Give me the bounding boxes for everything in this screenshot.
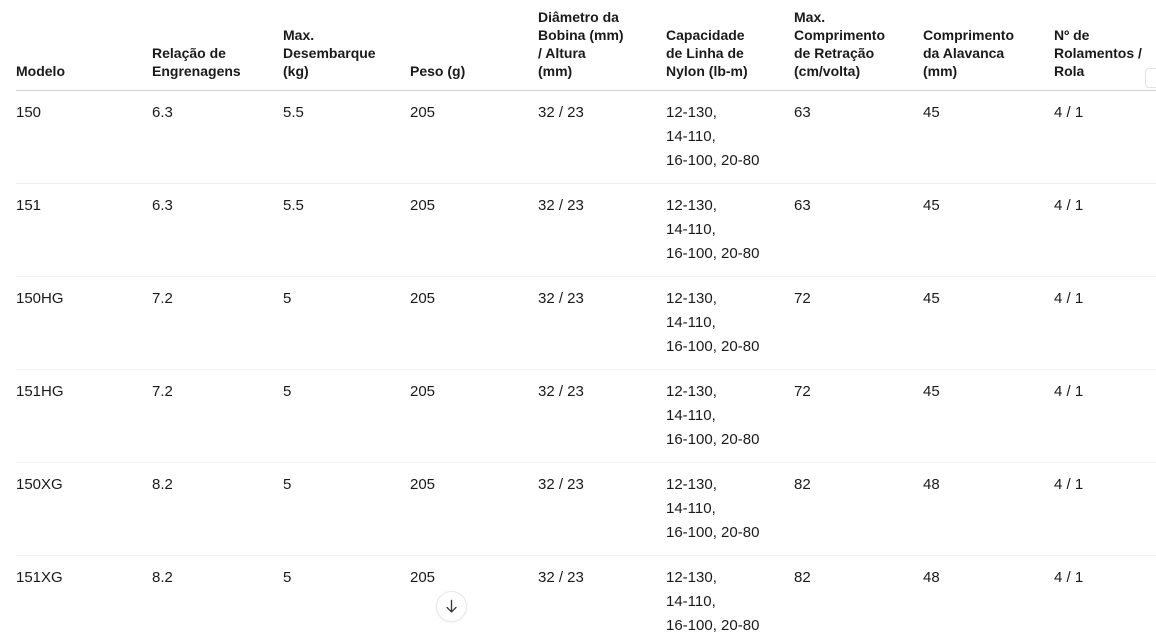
cell-relacao-de-engrenagens: 6.3 <box>152 90 283 184</box>
column-header-capacidade-linha-nylon: Capacidade de Linha de Nylon (lb-m) <box>666 0 794 91</box>
cell-diametro-bobina-altura: 32 / 23 <box>538 90 666 184</box>
table-row: 150XG 8.2 5 205 32 / 23 12-130, 14-110, 16-10… <box>16 462 1156 556</box>
cell-capacidade-linha-nylon: 12-130, 14-110, 16-100, 20-80 <box>666 555 794 642</box>
cell-diametro-bobina-altura: 32 / 23 <box>538 276 666 370</box>
cell-max-comprimento-retracao: 82 <box>794 555 923 642</box>
column-header-max-comprimento-retracao: Max. Comprimento de Retração (cm/volta) <box>794 0 923 91</box>
cell-relacao-de-engrenagens: 6.3 <box>152 183 283 277</box>
cell-comprimento-alavanca: 45 <box>923 276 1054 370</box>
cell-max-desembarque: 5 <box>283 462 410 556</box>
cell-num-rolamentos: 4 / 1 <box>1054 183 1156 277</box>
cell-capacidade-linha-nylon: 12-130, 14-110, 16-100, 20-80 <box>666 369 794 463</box>
column-header-relacao-de-engrenagens: Relação de Engrenagens <box>152 0 283 91</box>
column-header-diametro-bobina-altura: Diâmetro da Bobina (mm) / Altura (mm) <box>538 0 666 91</box>
cell-relacao-de-engrenagens: 7.2 <box>152 276 283 370</box>
cell-num-rolamentos: 4 / 1 <box>1054 369 1156 463</box>
column-header-num-rolamentos: Nº de Rolamentos / Rola <box>1054 0 1156 91</box>
cell-peso: 205 <box>410 90 538 184</box>
table-row: 151XG 8.2 5 205 32 / 23 12-130, 14-110, 16-10… <box>16 555 1156 642</box>
cell-modelo: 151HG <box>16 369 152 463</box>
table-row: 151HG 7.2 5 205 32 / 23 12-130, 14-110, 16-10… <box>16 369 1156 463</box>
cell-num-rolamentos: 4 / 1 <box>1054 555 1156 642</box>
cell-diametro-bobina-altura: 32 / 23 <box>538 183 666 277</box>
cell-diametro-bobina-altura: 32 / 23 <box>538 555 666 642</box>
cell-relacao-de-engrenagens: 7.2 <box>152 369 283 463</box>
cell-max-desembarque: 5 <box>283 369 410 463</box>
header-row: Modelo Relação de Engrenagens Max. Desem… <box>16 0 1156 91</box>
cell-max-desembarque: 5 <box>283 276 410 370</box>
cell-num-rolamentos: 4 / 1 <box>1054 462 1156 556</box>
cell-capacidade-linha-nylon: 12-130, 14-110, 16-100, 20-80 <box>666 276 794 370</box>
cell-num-rolamentos: 4 / 1 <box>1054 276 1156 370</box>
cell-modelo: 151 <box>16 183 152 277</box>
table-row: 151 6.3 5.5 205 32 / 23 12-130, 14-110, 16-10… <box>16 183 1156 277</box>
column-header-peso: Peso (g) <box>410 0 538 91</box>
arrow-down-icon <box>444 599 459 614</box>
table-body: 150 6.3 5.5 205 32 / 23 12-130, 14-110, 16-10… <box>16 90 1156 642</box>
cell-modelo: 151XG <box>16 555 152 642</box>
cell-peso: 205 <box>410 369 538 463</box>
cell-peso: 205 <box>410 276 538 370</box>
cell-relacao-de-engrenagens: 8.2 <box>152 462 283 556</box>
cell-diametro-bobina-altura: 32 / 23 <box>538 462 666 556</box>
cell-modelo: 150HG <box>16 276 152 370</box>
cell-capacidade-linha-nylon: 12-130, 14-110, 16-100, 20-80 <box>666 462 794 556</box>
cell-modelo: 150 <box>16 90 152 184</box>
cell-max-comprimento-retracao: 82 <box>794 462 923 556</box>
cell-modelo: 150XG <box>16 462 152 556</box>
cell-max-desembarque: 5 <box>283 555 410 642</box>
cell-peso: 205 <box>410 462 538 556</box>
cell-comprimento-alavanca: 45 <box>923 183 1054 277</box>
cell-comprimento-alavanca: 48 <box>923 555 1054 642</box>
cell-comprimento-alavanca: 45 <box>923 369 1054 463</box>
cell-comprimento-alavanca: 48 <box>923 462 1054 556</box>
cell-peso: 205 <box>410 183 538 277</box>
cell-comprimento-alavanca: 45 <box>923 90 1054 184</box>
column-header-comprimento-alavanca: Comprimento da Alavanca (mm) <box>923 0 1054 91</box>
cell-capacidade-linha-nylon: 12-130, 14-110, 16-100, 20-80 <box>666 183 794 277</box>
cell-relacao-de-engrenagens: 8.2 <box>152 555 283 642</box>
cell-max-desembarque: 5.5 <box>283 90 410 184</box>
cell-peso: 205 <box>410 555 538 642</box>
table-row: 150 6.3 5.5 205 32 / 23 12-130, 14-110, 16-10… <box>16 90 1156 184</box>
cell-diametro-bobina-altura: 32 / 23 <box>538 369 666 463</box>
table-header: Modelo Relação de Engrenagens Max. Desem… <box>16 0 1156 91</box>
cell-max-comprimento-retracao: 63 <box>794 90 923 184</box>
table-row: 150HG 7.2 5 205 32 / 23 12-130, 14-110, 16-10… <box>16 276 1156 370</box>
column-header-modelo: Modelo <box>16 0 152 91</box>
cell-max-desembarque: 5.5 <box>283 183 410 277</box>
cell-num-rolamentos: 4 / 1 <box>1054 90 1156 184</box>
cell-max-comprimento-retracao: 63 <box>794 183 923 277</box>
cell-max-comprimento-retracao: 72 <box>794 276 923 370</box>
cell-max-comprimento-retracao: 72 <box>794 369 923 463</box>
cell-capacidade-linha-nylon: 12-130, 14-110, 16-100, 20-80 <box>666 90 794 184</box>
scroll-down-button[interactable] <box>436 591 467 622</box>
right-edge-partial-button[interactable] <box>1145 68 1156 88</box>
spec-table: Modelo Relação de Engrenagens Max. Desem… <box>16 0 1156 642</box>
column-header-max-desembarque: Max. Desembarque (kg) <box>283 0 410 91</box>
